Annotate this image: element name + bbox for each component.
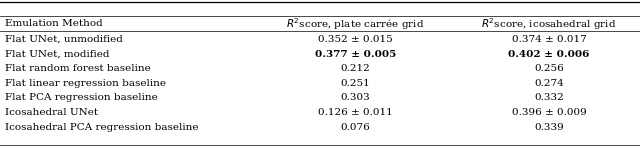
Text: 0.377 ± 0.005: 0.377 ± 0.005 xyxy=(315,50,396,59)
Text: 0.402 ± 0.006: 0.402 ± 0.006 xyxy=(508,50,590,59)
Text: $\mathit{R}^2$score, plate carrée grid: $\mathit{R}^2$score, plate carrée grid xyxy=(286,16,424,32)
Text: Flat linear regression baseline: Flat linear regression baseline xyxy=(5,79,166,88)
Text: Icosahedral PCA regression baseline: Icosahedral PCA regression baseline xyxy=(5,123,198,132)
Text: 0.212: 0.212 xyxy=(340,64,370,73)
Text: 0.256: 0.256 xyxy=(534,64,564,73)
Text: 0.076: 0.076 xyxy=(340,123,370,132)
Text: Emulation Method: Emulation Method xyxy=(5,19,103,28)
Text: Flat PCA regression baseline: Flat PCA regression baseline xyxy=(5,93,158,102)
Text: 0.352 ± 0.015: 0.352 ± 0.015 xyxy=(318,35,392,44)
Text: 0.396 ± 0.009: 0.396 ± 0.009 xyxy=(512,108,586,117)
Text: 0.303: 0.303 xyxy=(340,93,370,102)
Text: 0.251: 0.251 xyxy=(340,79,370,88)
Text: Flat UNet, modified: Flat UNet, modified xyxy=(5,50,109,59)
Text: 0.332: 0.332 xyxy=(534,93,564,102)
Text: 0.126 ± 0.011: 0.126 ± 0.011 xyxy=(318,108,392,117)
Text: Flat UNet, unmodified: Flat UNet, unmodified xyxy=(5,35,123,44)
Text: Flat random forest baseline: Flat random forest baseline xyxy=(5,64,151,73)
Text: 0.374 ± 0.017: 0.374 ± 0.017 xyxy=(512,35,586,44)
Text: Icosahedral UNet: Icosahedral UNet xyxy=(5,108,99,117)
Text: 0.274: 0.274 xyxy=(534,79,564,88)
Text: 0.339: 0.339 xyxy=(534,123,564,132)
Text: $\mathit{R}^2$score, icosahedral grid: $\mathit{R}^2$score, icosahedral grid xyxy=(481,16,617,32)
